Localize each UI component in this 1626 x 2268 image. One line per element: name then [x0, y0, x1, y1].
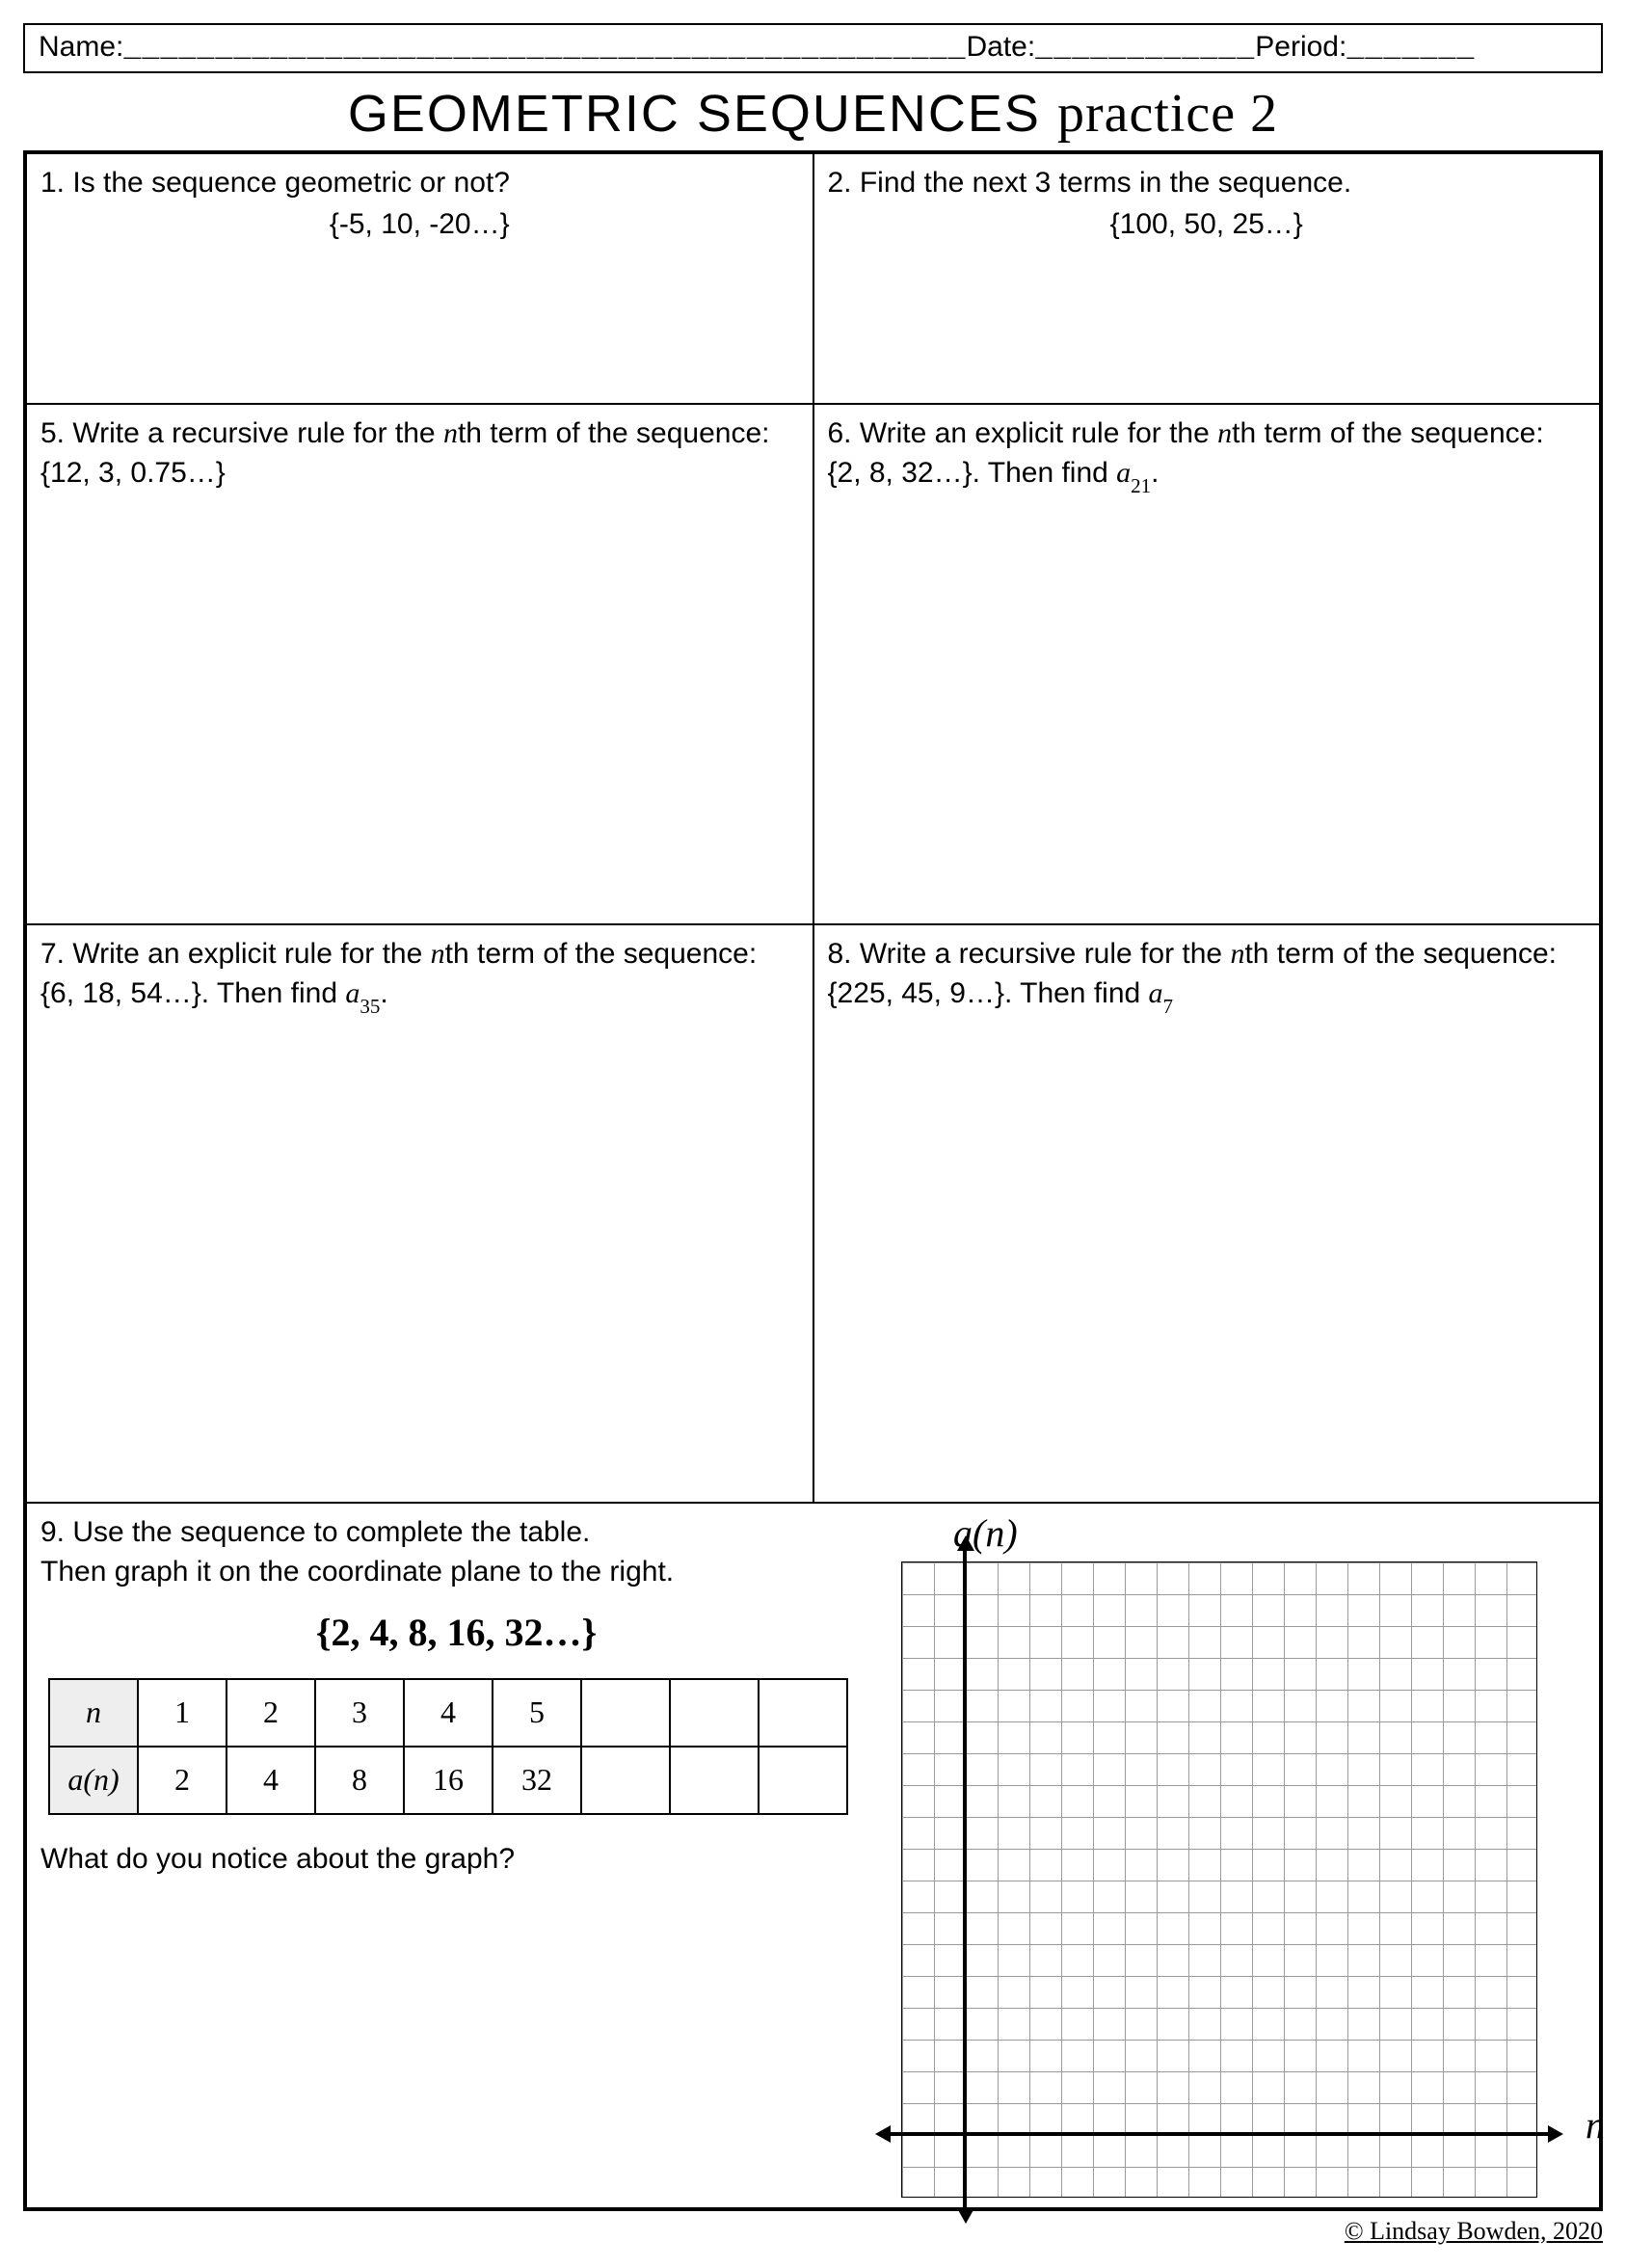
q2-seq: {100, 50, 25…}: [828, 205, 1586, 245]
an-2: 4: [227, 1747, 315, 1814]
q7-a: a: [345, 977, 360, 1009]
q6-a: a: [1116, 457, 1131, 489]
arrow-down-icon: [957, 2208, 974, 2224]
q7-sub: 35: [360, 995, 380, 1018]
footer-copyright: © Lindsay Bowden, 2020: [23, 2217, 1603, 2246]
y-axis: [963, 1545, 967, 2216]
an-5: 32: [493, 1747, 581, 1814]
q9-cell: 9. Use the sequence to complete the tabl…: [26, 1503, 1600, 2208]
q9-line2: Then graph it on the coordinate plane to…: [40, 1553, 872, 1592]
q1-cell: 1. Is the sequence geometric or not? {-5…: [26, 153, 813, 404]
an-6[interactable]: [581, 1747, 670, 1814]
date-blank[interactable]: ____________: [1035, 33, 1255, 66]
title-caps: GEOMETRIC SEQUENCES: [348, 85, 1041, 143]
q7-tail: .: [380, 977, 387, 1009]
q7-cell: 7. Write an explicit rule for the nth te…: [26, 924, 813, 1503]
arrow-left-icon: [875, 2125, 891, 2143]
period-label: Period:: [1255, 31, 1346, 64]
q7-n: n: [431, 938, 445, 970]
q5-text-a: 5. Write a recursive rule for the: [40, 417, 443, 449]
x-axis: [885, 2132, 1556, 2136]
n-1: 1: [138, 1679, 227, 1747]
n-6[interactable]: [581, 1679, 670, 1747]
an-7[interactable]: [670, 1747, 759, 1814]
arrow-up-icon: [957, 1535, 974, 1551]
q9-notice: What do you notice about the graph?: [40, 1840, 872, 1880]
q8-n: n: [1230, 938, 1244, 970]
q9-line1: 9. Use the sequence to complete the tabl…: [40, 1513, 872, 1553]
q6-text-a: 6. Write an explicit rule for the: [828, 417, 1218, 449]
n-8[interactable]: [759, 1679, 847, 1747]
n-5: 5: [493, 1679, 581, 1747]
q8-cell: 8. Write a recursive rule for the nth te…: [813, 924, 1601, 1503]
n-4: 4: [404, 1679, 493, 1747]
q9-left: 9. Use the sequence to complete the tabl…: [40, 1513, 872, 2198]
an-1: 2: [138, 1747, 227, 1814]
an-8[interactable]: [759, 1747, 847, 1814]
q2-prompt: 2. Find the next 3 terms in the sequence…: [828, 164, 1586, 203]
date-label: Date:: [967, 31, 1036, 64]
an-3: 8: [315, 1747, 404, 1814]
coordinate-plane[interactable]: [901, 1561, 1537, 2198]
row-n-header: n: [49, 1679, 138, 1747]
n-7[interactable]: [670, 1679, 759, 1747]
q6-tail: .: [1151, 457, 1159, 489]
n-2: 2: [227, 1679, 315, 1747]
x-axis-label: n: [1586, 2099, 1605, 2151]
q1-seq: {-5, 10, -20…}: [40, 205, 799, 245]
q7-text-a: 7. Write an explicit rule for the: [40, 938, 431, 970]
name-blank[interactable]: ________________________________________…: [123, 33, 966, 66]
q9-table: n 1 2 3 4 5 a(n): [48, 1678, 848, 1815]
header-box: Name: __________________________________…: [23, 23, 1603, 73]
q8-a: a: [1149, 977, 1163, 1009]
worksheet-page: Name: __________________________________…: [23, 23, 1603, 2246]
q9-seq: {2, 4, 8, 16, 32…}: [40, 1607, 872, 1659]
q5-n: n: [443, 417, 458, 449]
an-4: 16: [404, 1747, 493, 1814]
q9-right: a(n) n: [892, 1513, 1586, 2198]
q5-cell: 5. Write a recursive rule for the nth te…: [26, 404, 813, 924]
name-label: Name:: [39, 31, 123, 64]
q6-cell: 6. Write an explicit rule for the nth te…: [813, 404, 1601, 924]
table-row-an: a(n) 2 4 8 16 32: [49, 1747, 847, 1814]
title-script: practice 2: [1057, 84, 1278, 144]
row-an-header: a(n): [49, 1747, 138, 1814]
arrow-right-icon: [1548, 2125, 1563, 2143]
n-3: 3: [315, 1679, 404, 1747]
q6-sub: 21: [1131, 474, 1151, 497]
q8-sub: 7: [1163, 995, 1174, 1018]
q1-prompt: 1. Is the sequence geometric or not?: [40, 164, 799, 203]
q6-n: n: [1217, 417, 1232, 449]
page-title: GEOMETRIC SEQUENCES practice 2: [23, 83, 1603, 145]
period-blank[interactable]: _______: [1346, 33, 1475, 66]
q2-cell: 2. Find the next 3 terms in the sequence…: [813, 153, 1601, 404]
q8-text-a: 8. Write a recursive rule for the: [828, 938, 1231, 970]
table-row-n: n 1 2 3 4 5: [49, 1679, 847, 1747]
problem-grid: 1. Is the sequence geometric or not? {-5…: [23, 150, 1603, 2211]
